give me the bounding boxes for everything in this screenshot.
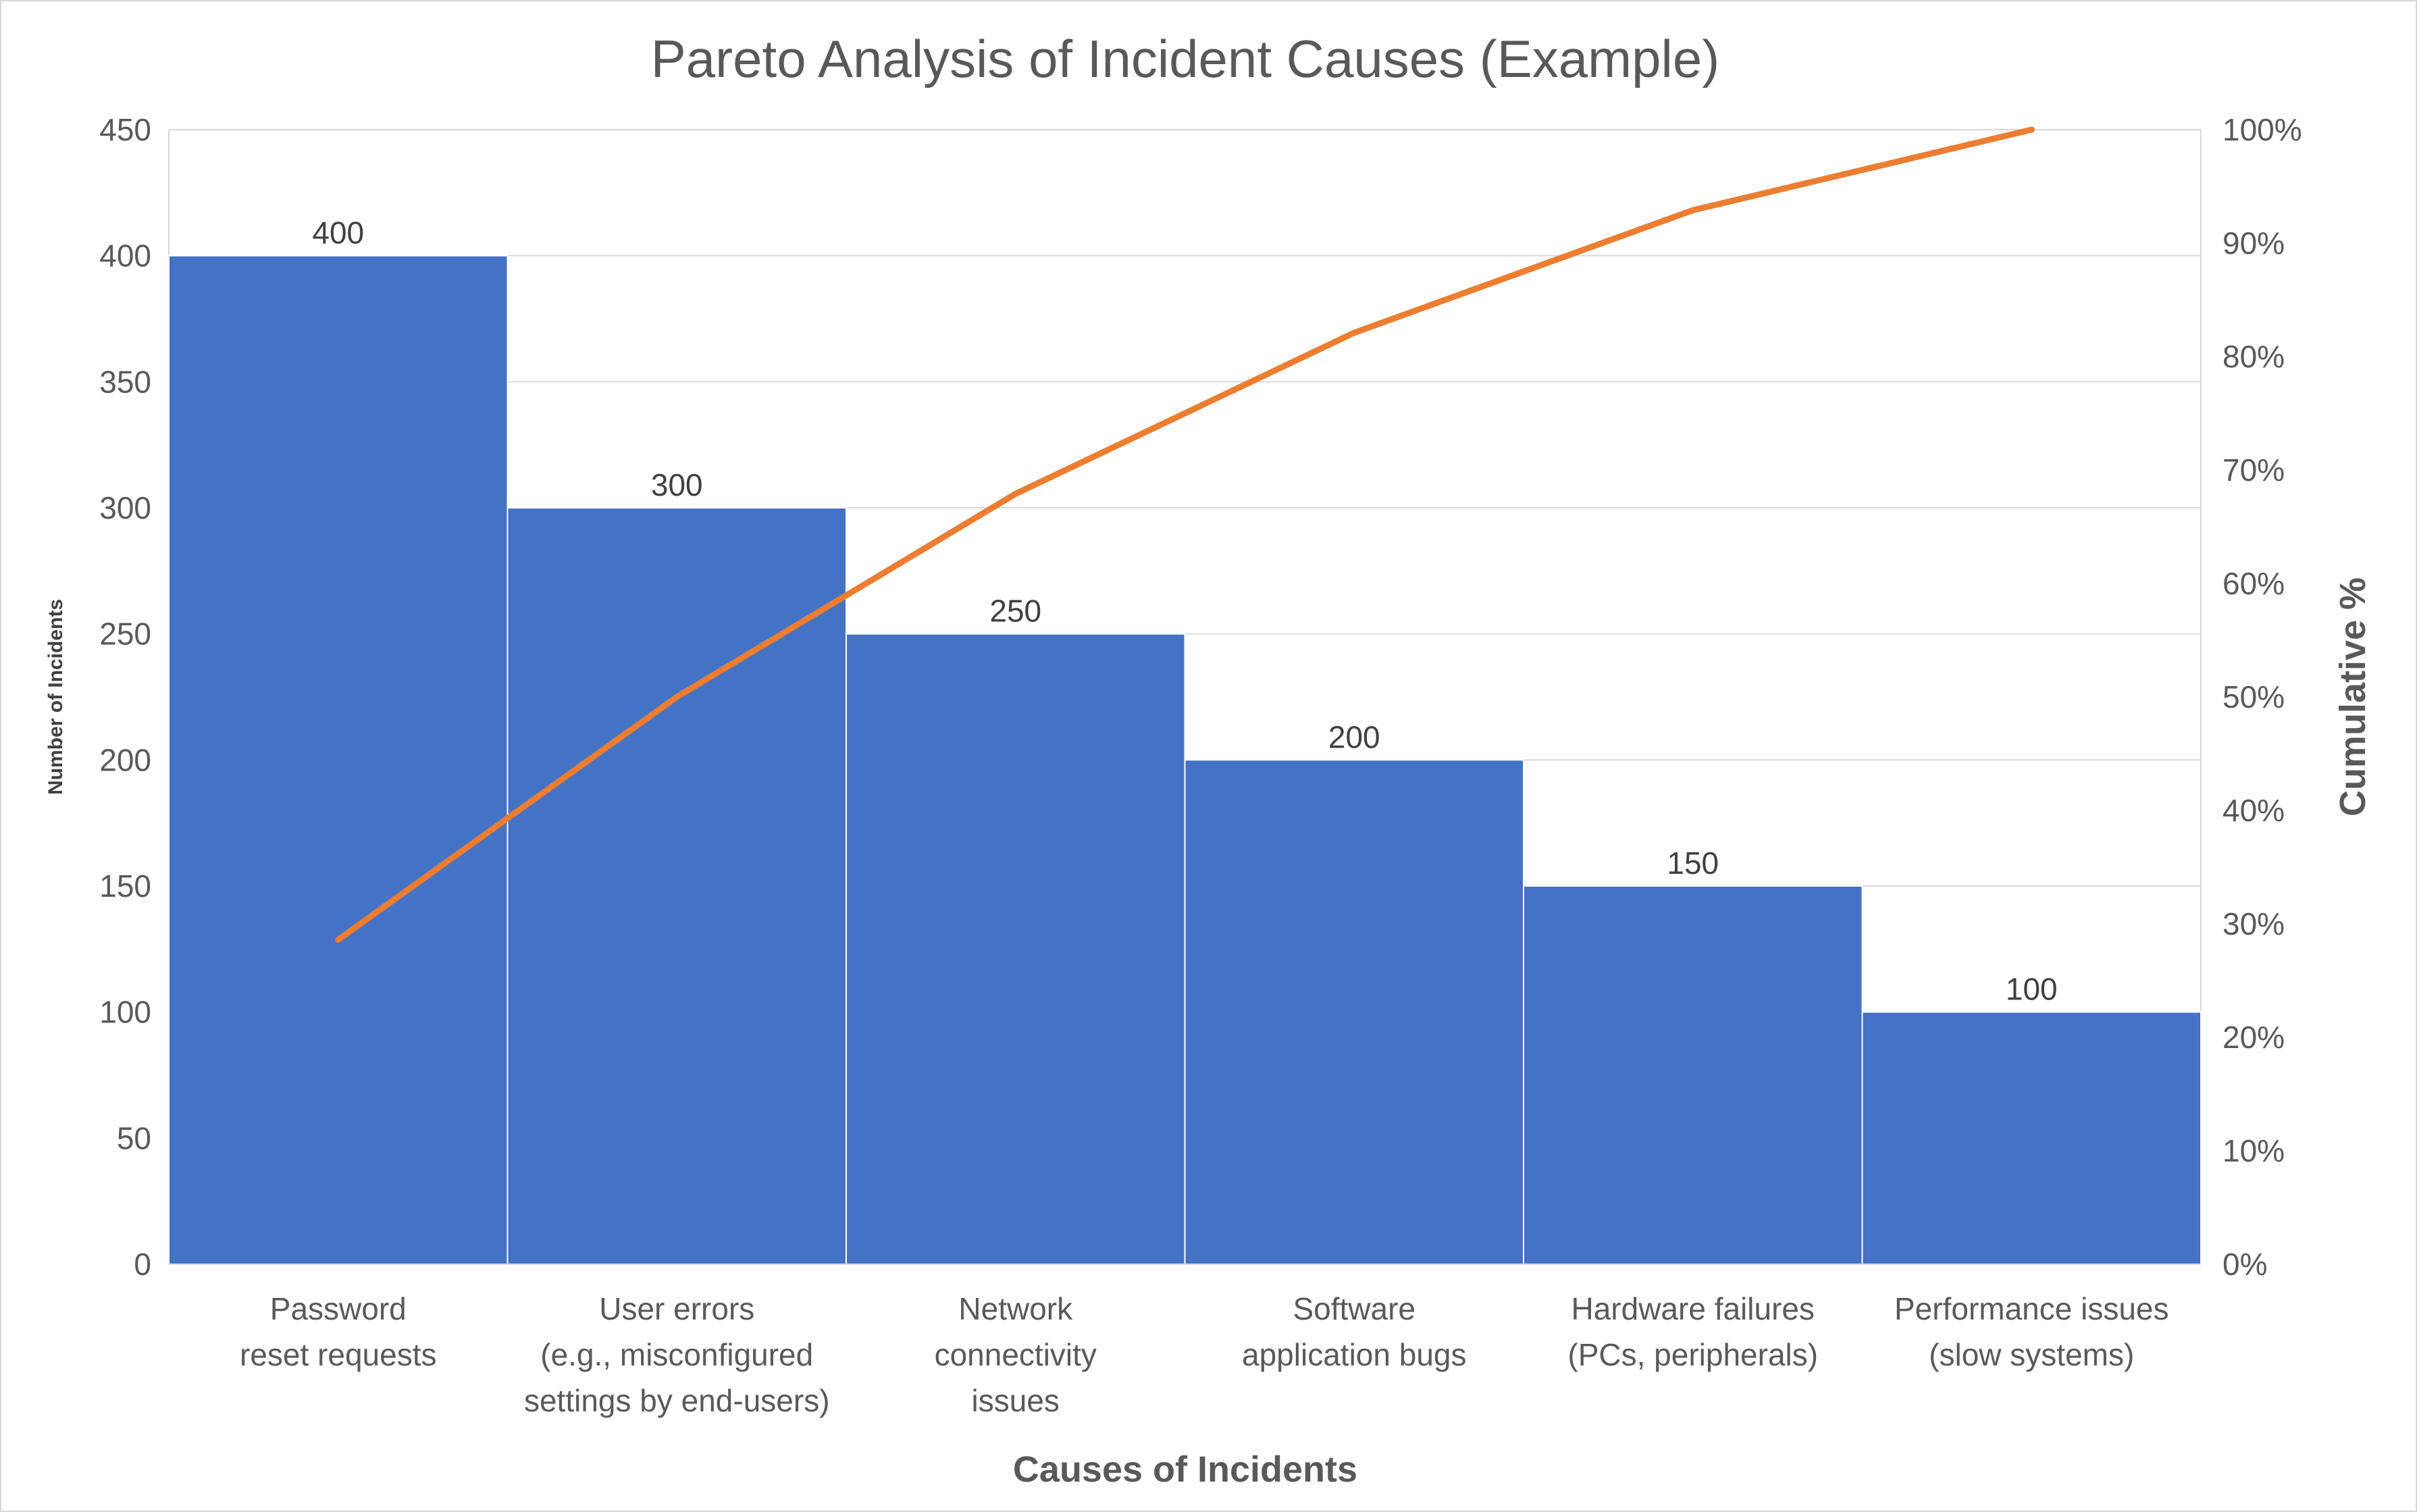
x-axis: Password reset requests User errors (e.g., … — [169, 1263, 2201, 1418]
bar-data-label: 150 — [1667, 845, 1719, 881]
y2-tick-label: 70% — [2223, 452, 2285, 488]
data-labels: 400 300 250 200 150 100 — [312, 215, 2057, 1007]
x-category-label: Software application bugs — [1242, 1291, 1466, 1372]
y-tick-label: 250 — [99, 617, 151, 652]
bar — [1184, 759, 1524, 1266]
y-tick-label: 150 — [99, 868, 151, 904]
y-tick-label: 0 — [134, 1247, 151, 1282]
y-tick-label: 200 — [99, 742, 151, 777]
y-tick-label: 100 — [99, 995, 151, 1030]
y-tick-label: 50 — [117, 1120, 151, 1155]
cumulative-point — [335, 937, 342, 943]
y-tick-label: 400 — [99, 238, 151, 273]
x-category-label: Password reset requests — [240, 1291, 436, 1372]
x-category-label: Network connectivity issues — [935, 1291, 1097, 1418]
cumulative-line-series — [335, 126, 2035, 943]
y-tick-label: 300 — [99, 490, 151, 525]
y-tick-label: 450 — [99, 112, 151, 147]
y2-tick-label: 80% — [2223, 339, 2285, 374]
y2-tick-label: 60% — [2223, 566, 2285, 601]
y2-tick-label: 10% — [2223, 1133, 2285, 1168]
x-category-label: Hardware failures (PCs, peripherals) — [1567, 1291, 1818, 1372]
bar-data-label: 200 — [1328, 719, 1380, 754]
bar-series — [168, 255, 2202, 1266]
bar — [506, 507, 847, 1265]
y2-tick-label: 30% — [2223, 906, 2285, 941]
y-axis-right-title: Cumulative % — [2333, 577, 2373, 816]
y-axis-right: 0% 10% 20% 30% 40% 50% 60% 70% 80% 90% 100% — [2223, 112, 2302, 1282]
bar — [168, 255, 509, 1266]
y2-tick-label: 20% — [2223, 1020, 2285, 1055]
bar-data-label: 250 — [989, 594, 1041, 629]
cumulative-point — [1690, 207, 1696, 213]
x-category-label: User errors (e.g., misconfigured settings … — [524, 1291, 830, 1418]
y2-tick-label: 50% — [2223, 679, 2285, 714]
x-category-label: Performance issues (slow systems) — [1894, 1291, 2169, 1372]
y2-tick-label: 0% — [2223, 1247, 2267, 1282]
y2-tick-label: 40% — [2223, 793, 2285, 828]
y-axis-left: 0 50 100 150 200 250 300 350 400 450 — [99, 112, 151, 1282]
y2-tick-label: 100% — [2223, 112, 2302, 147]
bar-data-label: 400 — [312, 215, 364, 251]
bar-data-label: 300 — [651, 467, 703, 502]
y-axis-left-title: Number of Incidents — [45, 599, 67, 795]
cumulative-line — [335, 126, 2035, 943]
y2-tick-label: 90% — [2223, 226, 2285, 261]
cumulative-point — [1012, 490, 1019, 497]
bar — [1861, 1011, 2202, 1265]
bar — [1523, 885, 1863, 1265]
cumulative-point — [2028, 126, 2035, 133]
y-tick-label: 350 — [99, 364, 151, 399]
cumulative-point — [673, 694, 680, 700]
cumulative-point — [1351, 330, 1357, 336]
chart-title: Pareto Analysis of Incident Causes (Exam… — [651, 29, 1719, 88]
x-axis-title: Causes of Incidents — [1013, 1449, 1357, 1490]
bar — [846, 633, 1186, 1265]
bar-data-label: 100 — [2006, 972, 2058, 1007]
